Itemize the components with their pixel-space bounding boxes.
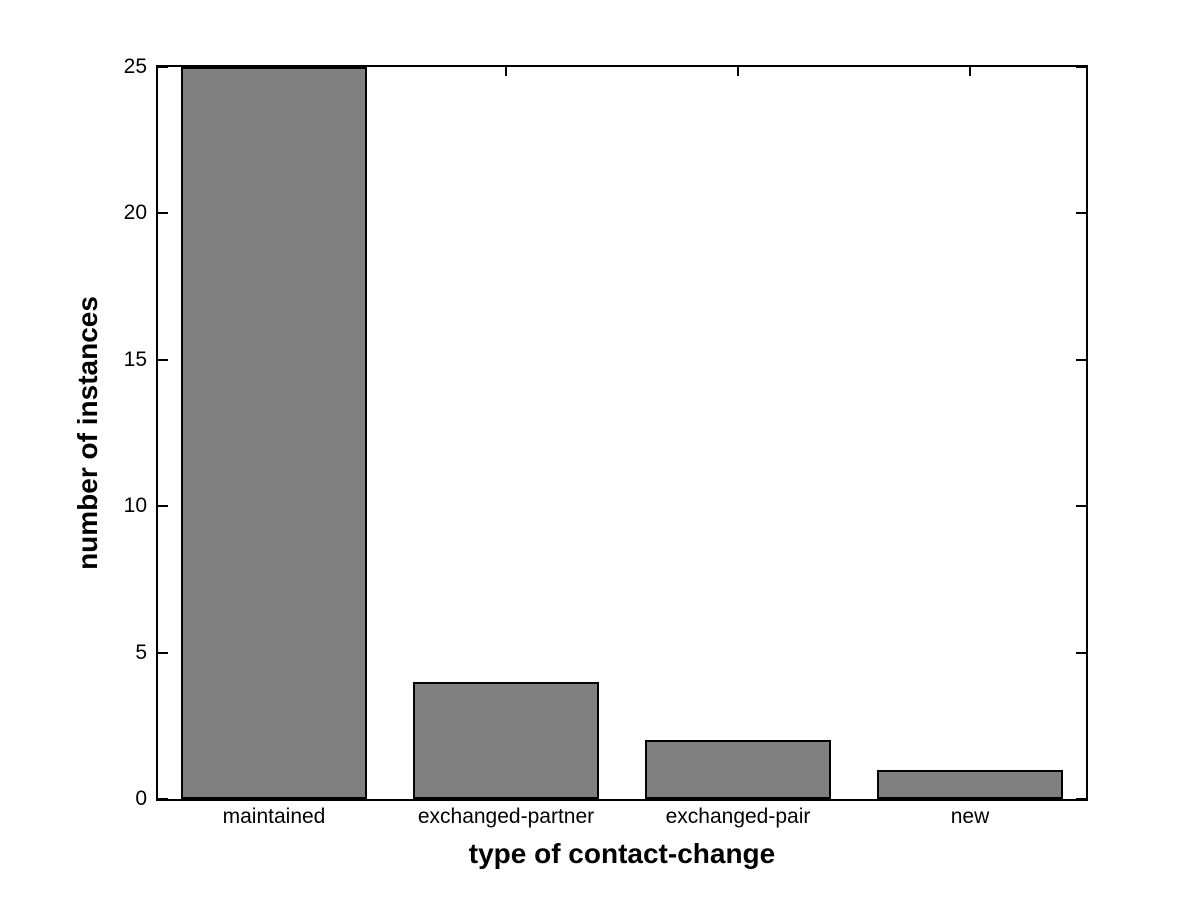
y-tick-label: 15: [123, 347, 147, 371]
x-axis-label: type of contact-change: [468, 838, 776, 869]
x-tick-top: [969, 67, 971, 76]
bar-maintained: [181, 67, 367, 799]
x-tick-label: exchanged-partner: [417, 805, 595, 828]
y-tick-left: [158, 651, 168, 654]
y-tick-right: [1076, 798, 1086, 800]
y-tick-right: [1076, 651, 1086, 654]
bar-exchanged-partner: [413, 681, 599, 799]
x-tick-label: exchanged-pair: [665, 805, 811, 828]
y-tick-right: [1076, 505, 1086, 508]
plot-area: [156, 65, 1088, 801]
y-tick-left: [158, 798, 168, 800]
y-tick-left: [158, 358, 168, 361]
y-tick-label: 0: [135, 787, 147, 810]
x-tick-label: new: [950, 805, 990, 828]
y-tick-label: 25: [123, 55, 147, 78]
x-tick-label: maintained: [222, 805, 326, 828]
y-tick-left: [158, 212, 168, 215]
y-tick-left: [158, 505, 168, 508]
y-tick-right: [1076, 66, 1086, 68]
bar-exchanged-pair: [645, 740, 831, 799]
y-tick-label: 20: [123, 201, 147, 225]
x-tick-top: [505, 67, 507, 76]
y-tick-right: [1076, 358, 1086, 361]
y-tick-left: [158, 66, 168, 68]
bar-new: [877, 769, 1063, 799]
y-axis-label: number of instances: [72, 296, 103, 570]
x-tick-top: [737, 67, 739, 76]
y-tick-label: 5: [135, 640, 147, 664]
y-tick-right: [1076, 212, 1086, 215]
y-tick-label: 10: [123, 494, 147, 518]
